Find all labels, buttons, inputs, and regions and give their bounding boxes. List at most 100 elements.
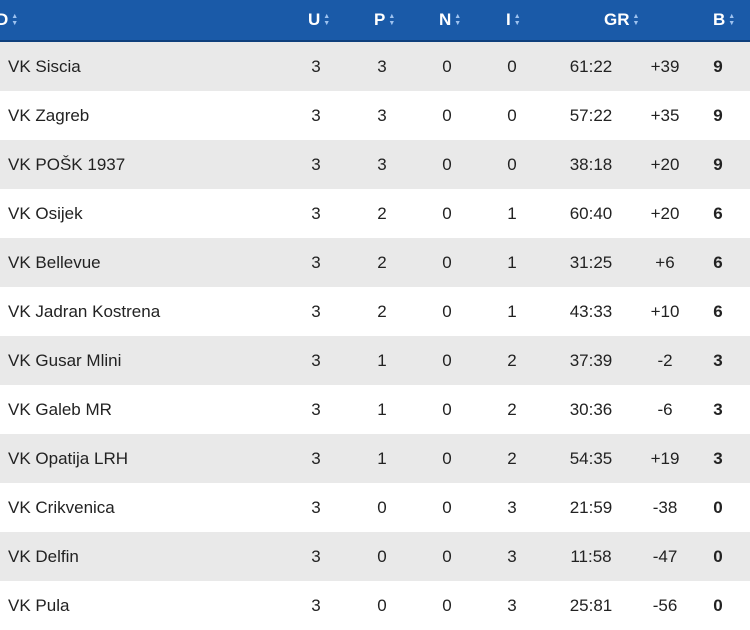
wins-cell: 1 bbox=[377, 448, 387, 468]
team-name-cell: VK Delfin bbox=[8, 546, 79, 566]
table-body: VK Siscia 3 3 0 0 61:22 +39 9 VK Zagreb 3 3 0 0 57:22… bbox=[0, 42, 750, 630]
table-row[interactable]: VK Delfin 3 0 0 3 11:58 -47 0 bbox=[0, 532, 750, 581]
games-played-cell: 3 bbox=[311, 203, 321, 223]
goals-cell: 54:35 bbox=[569, 448, 613, 468]
losses-cell: 2 bbox=[507, 399, 517, 419]
table-row[interactable]: VK Pula 3 0 0 3 25:81 -56 0 bbox=[0, 581, 750, 630]
goals-cell: 11:58 bbox=[570, 546, 612, 566]
team-name-cell: VK Galeb MR bbox=[8, 399, 112, 419]
draws-cell: 0 bbox=[442, 546, 452, 566]
wins-cell: 0 bbox=[377, 497, 387, 517]
column-header-team[interactable]: D ▲ ▼ bbox=[0, 0, 18, 40]
losses-cell: 0 bbox=[507, 105, 517, 125]
goals-cell: 21:59 bbox=[569, 497, 613, 517]
games-played-cell: 3 bbox=[311, 154, 321, 174]
points-cell: 9 bbox=[713, 154, 723, 174]
goal-difference-cell: -2 bbox=[657, 350, 673, 370]
losses-cell: 2 bbox=[507, 448, 517, 468]
losses-cell: 1 bbox=[507, 203, 517, 223]
team-name-cell: VK Jadran Kostrena bbox=[8, 301, 161, 321]
column-header-p[interactable]: P ▲ ▼ bbox=[374, 0, 395, 40]
team-name-cell: VK Zagreb bbox=[8, 105, 90, 125]
points-cell: 3 bbox=[713, 448, 723, 468]
goal-difference-cell: +6 bbox=[655, 252, 675, 272]
losses-cell: 1 bbox=[507, 252, 517, 272]
goal-difference-cell: +39 bbox=[650, 56, 680, 76]
table-row[interactable]: VK Gusar Mlini 3 1 0 2 37:39 -2 3 bbox=[0, 336, 750, 385]
team-name-cell: VK POŠK 1937 bbox=[8, 154, 126, 174]
goal-difference-cell: -47 bbox=[652, 546, 678, 566]
goals-cell: 43:33 bbox=[569, 301, 613, 321]
team-name-cell: VK Siscia bbox=[8, 56, 81, 76]
column-header-gr[interactable]: GR ▲ ▼ bbox=[604, 0, 639, 40]
table-row[interactable]: VK Osijek 3 2 0 1 60:40 +20 6 bbox=[0, 189, 750, 238]
column-header-b[interactable]: B ▲ ▼ bbox=[713, 0, 735, 40]
games-played-cell: 3 bbox=[311, 56, 321, 76]
team-name-cell: VK Bellevue bbox=[8, 252, 101, 272]
draws-cell: 0 bbox=[442, 154, 452, 174]
wins-cell: 3 bbox=[377, 105, 387, 125]
wins-cell: 2 bbox=[377, 203, 387, 223]
goal-difference-cell: +20 bbox=[650, 203, 680, 223]
column-header-u[interactable]: U ▲ ▼ bbox=[308, 0, 330, 40]
goal-difference-cell: -38 bbox=[652, 497, 678, 517]
column-header-i[interactable]: I ▲ ▼ bbox=[506, 0, 521, 40]
goal-difference-cell: +19 bbox=[650, 448, 680, 468]
losses-cell: 3 bbox=[507, 546, 517, 566]
draws-cell: 0 bbox=[442, 448, 452, 468]
goals-cell: 25:81 bbox=[569, 595, 613, 615]
wins-cell: 2 bbox=[377, 301, 387, 321]
column-header-u-label: U bbox=[308, 10, 321, 29]
draws-cell: 0 bbox=[442, 301, 452, 321]
goal-difference-cell: -56 bbox=[652, 595, 678, 615]
draws-cell: 0 bbox=[442, 105, 452, 125]
wins-cell: 1 bbox=[377, 350, 387, 370]
wins-cell: 0 bbox=[377, 546, 387, 566]
table-row[interactable]: VK Opatija LRH 3 1 0 2 54:35 +19 3 bbox=[0, 434, 750, 483]
points-cell: 6 bbox=[713, 203, 723, 223]
team-name-cell: VK Gusar Mlini bbox=[8, 350, 122, 370]
losses-cell: 2 bbox=[507, 350, 517, 370]
column-header-p-label: P bbox=[374, 10, 386, 29]
games-played-cell: 3 bbox=[311, 399, 321, 419]
goals-cell: 38:18 bbox=[569, 154, 613, 174]
wins-cell: 3 bbox=[377, 154, 387, 174]
table-row[interactable]: VK Galeb MR 3 1 0 2 30:36 -6 3 bbox=[0, 385, 750, 434]
goal-difference-cell: +35 bbox=[650, 105, 680, 125]
games-played-cell: 3 bbox=[311, 448, 321, 468]
sort-icon: ▲ ▼ bbox=[323, 13, 331, 27]
draws-cell: 0 bbox=[442, 399, 452, 419]
table-row[interactable]: VK Bellevue 3 2 0 1 31:25 +6 6 bbox=[0, 238, 750, 287]
goal-difference-cell: -6 bbox=[657, 399, 673, 419]
points-cell: 0 bbox=[713, 546, 723, 566]
table-row[interactable]: VK Jadran Kostrena 3 2 0 1 43:33 +10 6 bbox=[0, 287, 750, 336]
column-header-n[interactable]: N ▲ ▼ bbox=[439, 0, 461, 40]
wins-cell: 3 bbox=[377, 56, 387, 76]
table-row[interactable]: VK Zagreb 3 3 0 0 57:22 +35 9 bbox=[0, 91, 750, 140]
losses-cell: 0 bbox=[507, 154, 517, 174]
table-row[interactable]: VK Siscia 3 3 0 0 61:22 +39 9 bbox=[0, 42, 750, 91]
points-cell: 9 bbox=[713, 105, 723, 125]
wins-cell: 2 bbox=[377, 252, 387, 272]
games-played-cell: 3 bbox=[311, 105, 321, 125]
column-header-b-label: B bbox=[713, 10, 726, 29]
column-header-team-label: D bbox=[0, 10, 9, 29]
losses-cell: 3 bbox=[507, 497, 517, 517]
losses-cell: 0 bbox=[507, 56, 517, 76]
draws-cell: 0 bbox=[442, 252, 452, 272]
draws-cell: 0 bbox=[442, 350, 452, 370]
points-cell: 6 bbox=[713, 252, 723, 272]
column-header-gr-label: GR bbox=[604, 10, 630, 29]
draws-cell: 0 bbox=[442, 595, 452, 615]
team-name-cell: VK Crikvenica bbox=[8, 497, 115, 517]
points-cell: 3 bbox=[713, 399, 723, 419]
sort-icon: ▲ ▼ bbox=[388, 13, 396, 27]
table-row[interactable]: VK POŠK 1937 3 3 0 0 38:18 +20 9 bbox=[0, 140, 750, 189]
draws-cell: 0 bbox=[442, 203, 452, 223]
goal-difference-cell: +20 bbox=[650, 154, 680, 174]
sort-icon: ▲ ▼ bbox=[454, 13, 462, 27]
goals-cell: 61:22 bbox=[569, 56, 613, 76]
goals-cell: 60:40 bbox=[569, 203, 613, 223]
table-row[interactable]: VK Crikvenica 3 0 0 3 21:59 -38 0 bbox=[0, 483, 750, 532]
